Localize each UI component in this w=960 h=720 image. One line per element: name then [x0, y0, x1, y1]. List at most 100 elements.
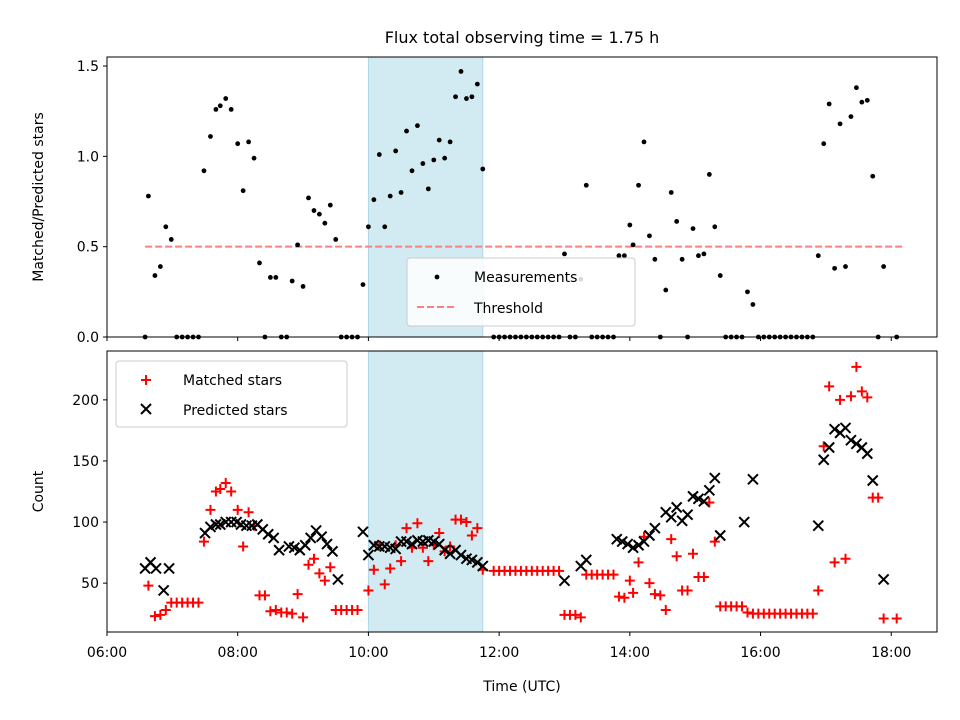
matched-star-point — [287, 608, 298, 619]
measurement-point — [168, 237, 174, 242]
matched-star-point — [575, 612, 586, 623]
measurement-point — [366, 224, 371, 230]
matched-star-point — [829, 557, 840, 568]
measurement-point — [223, 96, 229, 101]
matched-star-point — [385, 563, 396, 574]
matched-star-point — [878, 613, 889, 624]
predicted-star-point — [150, 562, 162, 575]
matched-star-point — [891, 613, 902, 624]
matched-star-point — [655, 590, 666, 601]
matched-star-point — [232, 504, 243, 515]
predicted-star-point — [262, 528, 274, 540]
measurement-point — [641, 139, 647, 145]
matched-star-point — [649, 589, 660, 600]
predicted-star-point — [665, 511, 677, 523]
measurement-point — [306, 195, 311, 201]
matched-star-point — [325, 562, 336, 573]
matched-star-point — [303, 559, 314, 570]
measurement-point — [616, 253, 622, 259]
matched-star-point — [633, 557, 644, 568]
matched-star-point — [379, 579, 390, 590]
matched-star-point — [270, 605, 281, 616]
measurement-point — [853, 85, 859, 91]
measurement-point — [821, 141, 827, 147]
measurement-point — [750, 302, 756, 307]
matched-star-point — [619, 592, 630, 603]
x-tick-label: 08:00 — [218, 645, 258, 661]
predicted-star-point — [321, 538, 333, 550]
legend-matched-label: Matched stars — [183, 373, 282, 389]
measurement-point — [668, 190, 674, 195]
measurement-point — [652, 256, 658, 262]
y-tick-label: 50 — [81, 576, 99, 592]
measurement-point — [464, 96, 469, 101]
matched-star-point — [198, 536, 209, 547]
predicted-star-point — [210, 518, 222, 531]
measurement-point — [300, 284, 306, 289]
legend: Matched stars Predicted stars — [115, 360, 348, 428]
measurement-point — [152, 273, 158, 278]
y-tick-label: 0.0 — [77, 330, 99, 346]
x-tick-label: 18:00 — [871, 645, 911, 661]
predicted-star-point — [643, 529, 656, 542]
measurement-point — [317, 211, 322, 217]
measurement-point — [376, 152, 382, 157]
matched-star-point — [682, 585, 693, 596]
legend-matched-marker — [141, 375, 151, 385]
predicted-star-point — [455, 549, 467, 561]
measurement-point — [870, 173, 876, 179]
predicted-star-point — [389, 543, 402, 555]
measurement-point — [213, 106, 219, 112]
matched-star-point — [292, 589, 303, 600]
matched-star-point — [835, 394, 846, 405]
predicted-star-point — [299, 539, 311, 551]
predicted-star-point — [477, 560, 489, 572]
predicted-star-point — [698, 495, 710, 507]
matched-star-point — [445, 541, 456, 552]
y-tick-label: 1.5 — [77, 59, 99, 75]
predicted-star-point — [362, 549, 375, 561]
matched-star-point — [396, 556, 407, 567]
x-axis-label: Time (UTC) — [482, 679, 560, 695]
measurement-point — [583, 182, 589, 188]
measurement-point — [706, 172, 712, 177]
matched-star-point — [352, 605, 363, 616]
matched-star-point — [368, 564, 379, 575]
matched-star-point — [709, 536, 720, 547]
matched-star-point — [220, 477, 231, 488]
predicted-star-point — [714, 529, 726, 542]
predicted-star-point — [157, 584, 170, 597]
measurement-point — [859, 99, 865, 105]
matched-star-point — [851, 361, 862, 372]
x-tick-label: 14:00 — [610, 645, 650, 661]
matched-star-point — [554, 565, 565, 576]
measurement-point — [322, 220, 328, 226]
matched-star-point — [412, 518, 423, 529]
measurement-point — [333, 237, 339, 242]
measurement-point — [745, 289, 750, 295]
measurement-point — [371, 197, 377, 203]
matched-star-point — [193, 597, 204, 608]
legend: Measurements Threshold — [406, 257, 636, 327]
matched-star-point — [666, 534, 677, 545]
chart-title: Flux total observing time = 1.75 h — [385, 28, 660, 47]
matched-star-point — [215, 484, 226, 495]
measurement-point — [647, 233, 652, 239]
measurement-point — [409, 168, 415, 174]
y-tick-label: 1.0 — [77, 149, 99, 165]
matched-star-point — [671, 551, 682, 562]
predicted-star-point — [326, 545, 339, 558]
matched-star-point — [624, 575, 635, 586]
measurement-point — [832, 265, 838, 271]
measurement-point — [837, 121, 843, 127]
legend-threshold-label: Threshold — [473, 301, 543, 317]
measurement-point — [425, 186, 431, 192]
predicted-star-point — [304, 532, 317, 544]
measurement-point — [436, 137, 442, 143]
measurement-point — [663, 287, 669, 293]
matched-star-point — [608, 569, 619, 580]
predicted-star-point — [670, 501, 683, 514]
matched-star-point — [226, 486, 237, 497]
predicted-star-point — [709, 472, 721, 484]
matched-star-point — [742, 607, 753, 618]
